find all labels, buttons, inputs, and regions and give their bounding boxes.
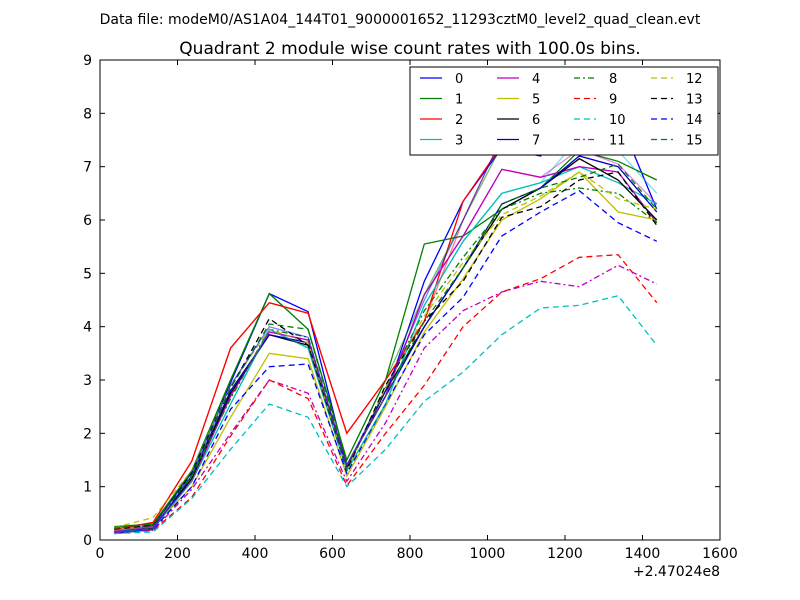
series-line-11	[114, 264, 658, 534]
y-tick-label: 8	[83, 106, 92, 122]
y-tick-label: 5	[83, 266, 92, 282]
x-tick-label: 600	[319, 546, 346, 562]
x-tick-label: 1400	[625, 546, 661, 562]
y-tick-label: 7	[83, 160, 92, 176]
figure-suptitle: Data file: modeM0/AS1A04_144T01_90000016…	[100, 12, 701, 28]
y-tick-label: 9	[83, 53, 92, 69]
legend-label: 9	[609, 93, 617, 108]
y-tick-label: 0	[83, 533, 92, 549]
y-tick-label: 6	[83, 213, 92, 229]
x-tick-label: 400	[242, 546, 269, 562]
series-line-10	[114, 294, 658, 535]
legend-box	[409, 66, 719, 156]
x-tick-label: 1000	[470, 546, 506, 562]
legend-label: 3	[455, 134, 463, 149]
series-line-9	[114, 254, 658, 533]
legend-label: 13	[686, 93, 703, 108]
series-line-15	[114, 163, 658, 529]
axes: 0 200 400 600 800 1000 1200 1400 16000123456789+…	[83, 53, 738, 580]
series-line-8	[114, 187, 658, 529]
y-tick-label: 2	[83, 426, 92, 442]
x-tick-label: 1600	[702, 546, 738, 562]
legend-label: 2	[455, 113, 463, 128]
y-tick-label: 3	[83, 373, 92, 389]
y-tick-label: 1	[83, 480, 92, 496]
legend-label: 6	[532, 113, 540, 128]
legend-label: 5	[532, 93, 540, 108]
x-tick-label: 800	[397, 546, 424, 562]
legend-label: 7	[532, 134, 540, 149]
x-offset-label: +2.47024e8	[633, 564, 720, 580]
legend-label: 11	[609, 134, 626, 149]
legend-label: 0	[455, 72, 463, 87]
series-line-19	[114, 148, 658, 532]
x-tick-label: 0	[96, 546, 105, 562]
legend-label: 10	[609, 113, 626, 128]
y-tick-label: 4	[83, 320, 92, 336]
legend-label: 1	[455, 93, 463, 108]
chart-title: Quadrant 2 module wise count rates with …	[179, 39, 640, 59]
x-tick-label: 1200	[547, 546, 583, 562]
series-line-12	[114, 171, 657, 529]
legend-label: 4	[532, 72, 540, 87]
legend-label: 8	[609, 72, 617, 87]
legend-label: 12	[686, 72, 703, 87]
x-tick-label: 200	[164, 546, 191, 562]
legend-label: 14	[686, 113, 703, 128]
legend-label: 15	[686, 134, 703, 149]
